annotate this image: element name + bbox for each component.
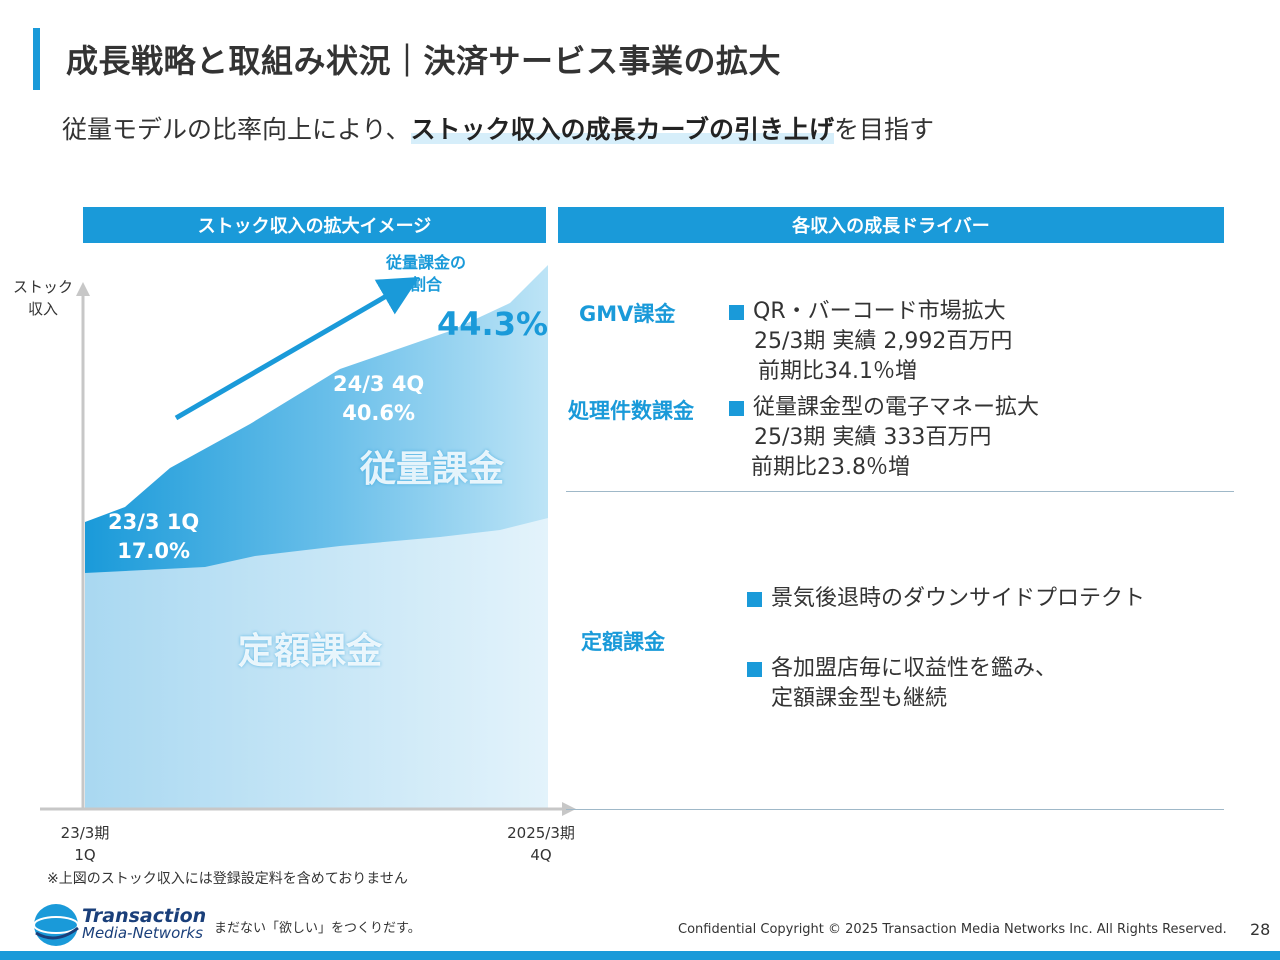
logo-text-line1: Transaction: [82, 905, 207, 927]
driver-name-fixed: 定額課金: [581, 630, 665, 654]
driver-bullet-transactions: 従量課金型の電子マネー拡大: [729, 393, 1039, 423]
driver-transactions-growth: 前期比23.8％増: [751, 455, 910, 480]
variable-ratio-caption-line1: 従量課金の: [386, 253, 467, 272]
driver-gmv-growth: 前期比34.1％増: [758, 359, 917, 384]
mid-point-period: 24/3 4Q: [333, 372, 425, 396]
variable-ratio-caption-line2: 割合: [410, 275, 443, 294]
title-accent-bar: [33, 28, 40, 90]
bullet-square-icon: [729, 304, 744, 320]
driver-fixed-bullet1-line: 景気後退時のダウンサイドプロテクト: [747, 584, 1145, 614]
left-panel-header: ストック収入の拡大イメージ: [83, 207, 546, 243]
logo-text-line2: Media-Networks: [82, 924, 203, 942]
driver-detail-transactions: 従量課金型の電子マネー拡大 25/3期 実績 333百万円 前期比23.8％増: [729, 393, 1039, 483]
driver-name-gmv: GMV課金: [579, 302, 676, 326]
driver-fixed-bullet2-cont: 定額課金型も継続: [771, 686, 948, 711]
right-bottom-divider: [566, 809, 1224, 810]
driver-divider: [566, 491, 1234, 492]
driver-detail-gmv: QR・バーコード市場拡大 25/3期 実績 2,992百万円 前期比34.1％増: [729, 297, 1012, 387]
end-point-ratio: 44.3%: [437, 305, 549, 343]
driver-fixed-bullet1-text: 景気後退時のダウンサイドプロテクト: [771, 586, 1146, 611]
y-axis-arrow: [76, 282, 90, 296]
stock-revenue-area-chart: [40, 265, 576, 816]
footer-accent-bar: [0, 951, 1280, 960]
driver-bullet-transactions-text: 従量課金型の電子マネー拡大: [753, 395, 1040, 420]
subtitle-emphasis: ストック収入の成長カーブの引き上げ: [410, 115, 835, 144]
start-point-ratio: 17.0%: [117, 539, 191, 563]
driver-bullet-gmv-text: QR・バーコード市場拡大: [753, 299, 1006, 324]
x-label-start-line1: 23/3期: [60, 824, 110, 842]
driver-fixed-bullet2-text: 各加盟店毎に収益性を鑑み、: [771, 656, 1058, 681]
x-label-end-line1: 2025/3期: [507, 824, 575, 842]
driver-gmv-result: 25/3期 実績 2,992百万円: [754, 329, 1013, 354]
bullet-square-icon: [747, 591, 762, 607]
mid-point-ratio: 40.6%: [342, 401, 416, 425]
x-label-start-line2: 1Q: [74, 846, 96, 864]
x-label-end-line2: 4Q: [530, 846, 552, 864]
bullet-square-icon: [747, 661, 762, 677]
growth-arrow: [174, 276, 420, 421]
driver-fixed-bullet1: 景気後退時のダウンサイドプロテクト: [747, 584, 1145, 614]
mid-point-label: 24/3 4Q 40.6%: [333, 370, 424, 428]
bullet-square-icon: [729, 400, 744, 416]
variable-ratio-caption: 従量課金の 割合: [386, 252, 466, 296]
company-logo-icon: [33, 904, 79, 946]
start-point-period: 23/3 1Q: [108, 510, 200, 534]
copyright-notice: Confidential Copyright © 2025 Transactio…: [678, 922, 1227, 937]
driver-name-transactions: 処理件数課金: [568, 399, 694, 423]
driver-fixed-bullet2-line: 各加盟店毎に収益性を鑑み、: [747, 654, 1057, 684]
variable-area-label: 従量課金: [360, 449, 505, 490]
driver-fixed-bullet2: 各加盟店毎に収益性を鑑み、 定額課金型も継続: [747, 654, 1057, 714]
page-title: 成長戦略と取組み状況｜決済サービス事業の拡大: [66, 42, 782, 80]
chart-y-label: ストック 収入: [5, 276, 81, 320]
driver-bullet-gmv: QR・バーコード市場拡大: [729, 297, 1012, 327]
page-subtitle: 従量モデルの比率向上により、ストック収入の成長カーブの引き上げを目指す: [62, 110, 934, 146]
y-label-line1: ストック: [12, 278, 73, 296]
subtitle-suffix: を目指す: [834, 115, 935, 144]
fixed-area-label: 定額課金: [238, 631, 383, 672]
fixed-fee-area: [85, 518, 548, 808]
start-point-label: 23/3 1Q 17.0%: [108, 508, 199, 566]
chart-footnote: ※上図のストック収入には登録設定料を含めておりません: [47, 871, 408, 887]
x-label-end: 2025/3期 4Q: [496, 822, 586, 866]
right-panel-header: 各収入の成長ドライバー: [558, 207, 1224, 243]
subtitle-prefix: 従量モデルの比率向上により、: [62, 115, 411, 144]
driver-transactions-result: 25/3期 実績 333百万円: [754, 425, 992, 450]
page-number: 28: [1250, 920, 1271, 939]
x-label-start: 23/3期 1Q: [43, 822, 127, 866]
y-label-line2: 収入: [27, 300, 58, 318]
company-tagline: まだない「欲しい」をつくりだす。: [214, 921, 421, 936]
